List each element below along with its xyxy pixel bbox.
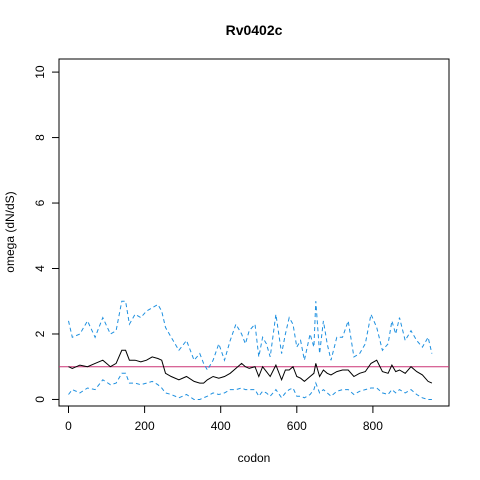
- x-tick-label: 600: [287, 419, 307, 433]
- chart-title: Rv0402c: [226, 22, 283, 38]
- series-estimate: [68, 349, 433, 384]
- x-axis-title: codon: [238, 451, 271, 465]
- y-axis-title: omega (dN/dS): [3, 191, 17, 272]
- y-tick-label: 0: [33, 396, 47, 403]
- series-lower: [68, 372, 432, 400]
- y-tick-label: 2: [33, 330, 47, 337]
- series-layer: [59, 300, 449, 400]
- y-tick-label: 4: [33, 265, 47, 272]
- y-axis: 0 2 4 6 8 10: [33, 65, 60, 403]
- x-tick-label: 400: [211, 419, 231, 433]
- y-tick-label: 8: [33, 134, 47, 141]
- y-tick-label: 6: [33, 199, 47, 206]
- x-tick-label: 0: [65, 419, 72, 433]
- x-tick-label: 800: [363, 419, 383, 433]
- x-axis: 0 200 400 600 800: [65, 405, 383, 433]
- plot-frame: [58, 58, 450, 407]
- series-upper: [68, 300, 433, 371]
- y-tick-label: 10: [33, 65, 47, 79]
- x-tick-label: 200: [135, 419, 155, 433]
